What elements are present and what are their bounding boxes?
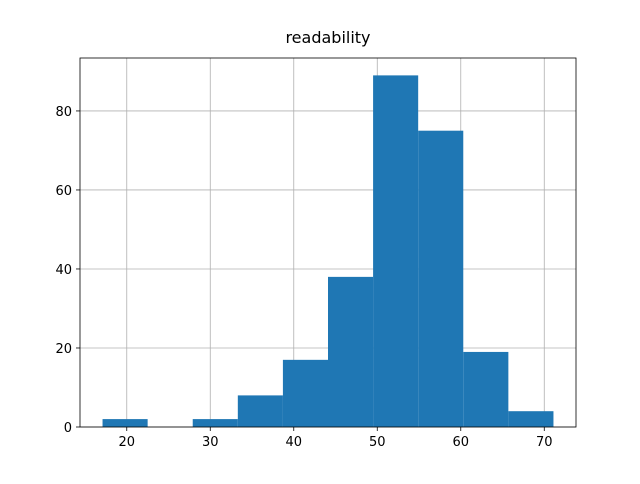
bar	[328, 276, 374, 427]
y-tick-label: 40	[55, 263, 72, 278]
bar	[418, 130, 464, 427]
bar	[192, 419, 238, 427]
y-tick-label: 80	[55, 105, 72, 120]
bar	[237, 395, 283, 427]
x-tick-label: 20	[118, 435, 135, 450]
x-tick-label: 40	[285, 435, 302, 450]
x-tick-label: 30	[202, 435, 219, 450]
y-tick-label: 20	[55, 342, 72, 357]
y-tick-label: 60	[55, 184, 72, 199]
x-tick-label: 70	[536, 435, 553, 450]
axes-frame	[79, 57, 577, 428]
bar	[463, 351, 509, 427]
bar	[508, 411, 554, 427]
bar	[373, 75, 419, 427]
x-tick-label: 60	[452, 435, 469, 450]
x-tick-label: 50	[369, 435, 386, 450]
bar	[102, 419, 148, 427]
bar	[282, 359, 328, 427]
y-tick-label: 0	[64, 421, 72, 436]
chart-title: readability	[285, 28, 370, 47]
